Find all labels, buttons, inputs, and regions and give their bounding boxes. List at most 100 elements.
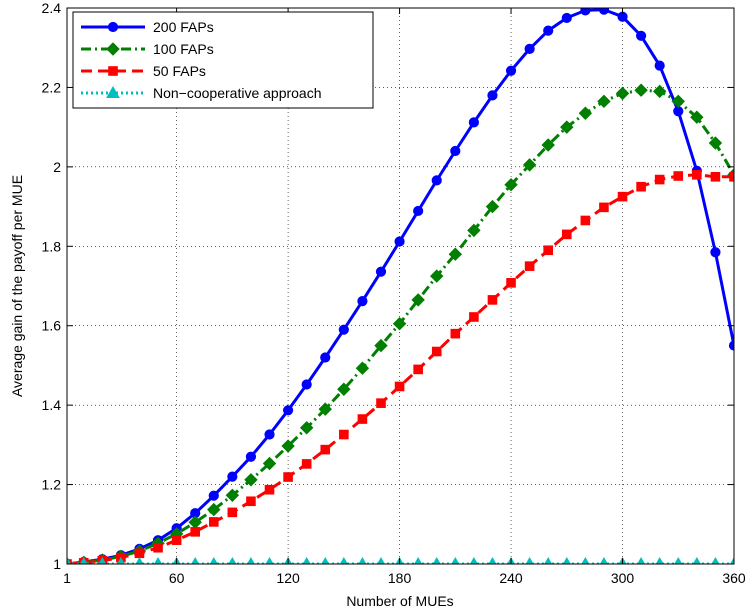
data-point bbox=[207, 502, 221, 517]
data-point bbox=[448, 247, 463, 261]
data-point bbox=[283, 472, 293, 482]
data-point bbox=[711, 556, 720, 564]
data-point bbox=[636, 30, 647, 41]
data-point bbox=[673, 106, 684, 117]
data-point bbox=[262, 456, 277, 471]
data-point bbox=[485, 199, 500, 214]
data-point bbox=[265, 556, 274, 564]
legend-label: 200 FAPs bbox=[153, 19, 214, 35]
data-point bbox=[355, 361, 370, 375]
data-point bbox=[375, 266, 387, 277]
data-point bbox=[209, 556, 218, 564]
data-point bbox=[451, 556, 460, 564]
data-point bbox=[487, 90, 498, 101]
data-point bbox=[655, 556, 664, 564]
data-point bbox=[171, 535, 182, 545]
data-point bbox=[692, 170, 702, 180]
data-point bbox=[524, 261, 535, 271]
data-point bbox=[430, 269, 444, 283]
data-point bbox=[543, 25, 554, 36]
data-point bbox=[431, 346, 442, 357]
data-point bbox=[339, 556, 348, 564]
data-point bbox=[208, 517, 219, 527]
data-point bbox=[469, 312, 479, 322]
data-point bbox=[634, 83, 648, 97]
data-point bbox=[208, 490, 219, 501]
data-point bbox=[505, 65, 517, 76]
data-point bbox=[301, 379, 312, 390]
data-point bbox=[394, 381, 405, 392]
data-point bbox=[599, 556, 608, 564]
legend-label: Non−cooperative approach bbox=[153, 85, 322, 101]
legend-marker bbox=[106, 85, 120, 98]
data-point bbox=[561, 12, 572, 24]
data-point bbox=[487, 295, 498, 305]
data-point bbox=[654, 60, 665, 71]
data-point bbox=[522, 158, 537, 172]
data-point bbox=[321, 556, 330, 564]
ticks: 1 60 120 180 240 300 360 1 1.2 1.4 1.6 1.8 2 2.2 2.4 bbox=[42, 0, 746, 586]
data-point bbox=[506, 278, 516, 288]
data-point bbox=[376, 398, 386, 408]
data-point bbox=[282, 405, 294, 416]
x-tick-label: 240 bbox=[499, 570, 523, 586]
data-point bbox=[414, 556, 423, 564]
plot-frame bbox=[66, 7, 735, 565]
data-point bbox=[134, 548, 145, 559]
data-point bbox=[450, 328, 461, 339]
data-point bbox=[337, 382, 351, 396]
data-point bbox=[281, 439, 295, 453]
data-point bbox=[710, 171, 721, 182]
data-point bbox=[413, 205, 424, 217]
data-point bbox=[246, 556, 255, 564]
data-point bbox=[488, 556, 497, 564]
data-point bbox=[320, 352, 331, 363]
data-point bbox=[524, 43, 535, 55]
data-point bbox=[191, 556, 200, 564]
data-point bbox=[67, 556, 72, 564]
x-tick-label: 1 bbox=[63, 570, 71, 586]
legend-entry: 100 FAPs bbox=[81, 41, 214, 57]
legend-marker bbox=[108, 66, 118, 76]
data-point bbox=[116, 556, 125, 564]
data-point bbox=[728, 340, 734, 351]
data-point bbox=[358, 556, 367, 564]
y-tick-label: 1 bbox=[53, 556, 61, 572]
data-point bbox=[580, 215, 591, 226]
data-point bbox=[710, 247, 721, 258]
data-point bbox=[637, 556, 646, 564]
data-point bbox=[431, 175, 442, 186]
data-point bbox=[318, 402, 332, 416]
data-point bbox=[617, 191, 628, 202]
data-point bbox=[504, 178, 518, 192]
y-tick-label: 1.2 bbox=[42, 477, 62, 493]
legend: 200 FAPs 100 FAPs 50 FAPs Non−cooperative a… bbox=[72, 11, 374, 109]
data-point bbox=[468, 117, 479, 128]
data-point bbox=[598, 8, 610, 15]
data-point bbox=[413, 364, 423, 375]
data-point bbox=[190, 527, 200, 537]
legend-label: 100 FAPs bbox=[153, 41, 214, 57]
x-axis-label: Number of MUEs bbox=[346, 593, 453, 609]
data-point bbox=[543, 245, 554, 256]
y-tick-label: 1.8 bbox=[42, 238, 62, 254]
data-point bbox=[671, 94, 685, 109]
data-point bbox=[339, 429, 349, 440]
data-point bbox=[544, 556, 553, 564]
data-point bbox=[561, 229, 572, 240]
data-point bbox=[729, 171, 734, 182]
data-point bbox=[541, 138, 555, 152]
data-point bbox=[578, 106, 593, 120]
data-point bbox=[597, 94, 611, 109]
data-point bbox=[560, 120, 574, 134]
data-point bbox=[299, 421, 314, 435]
data-point bbox=[246, 496, 256, 507]
data-point bbox=[154, 556, 163, 564]
data-point bbox=[357, 414, 368, 424]
data-point bbox=[673, 171, 684, 181]
data-point bbox=[690, 110, 704, 124]
data-point bbox=[244, 473, 258, 487]
data-point bbox=[227, 507, 238, 518]
y-axis-label: Average gain of the payoff per MUE bbox=[9, 175, 25, 397]
series-layer bbox=[67, 8, 734, 564]
